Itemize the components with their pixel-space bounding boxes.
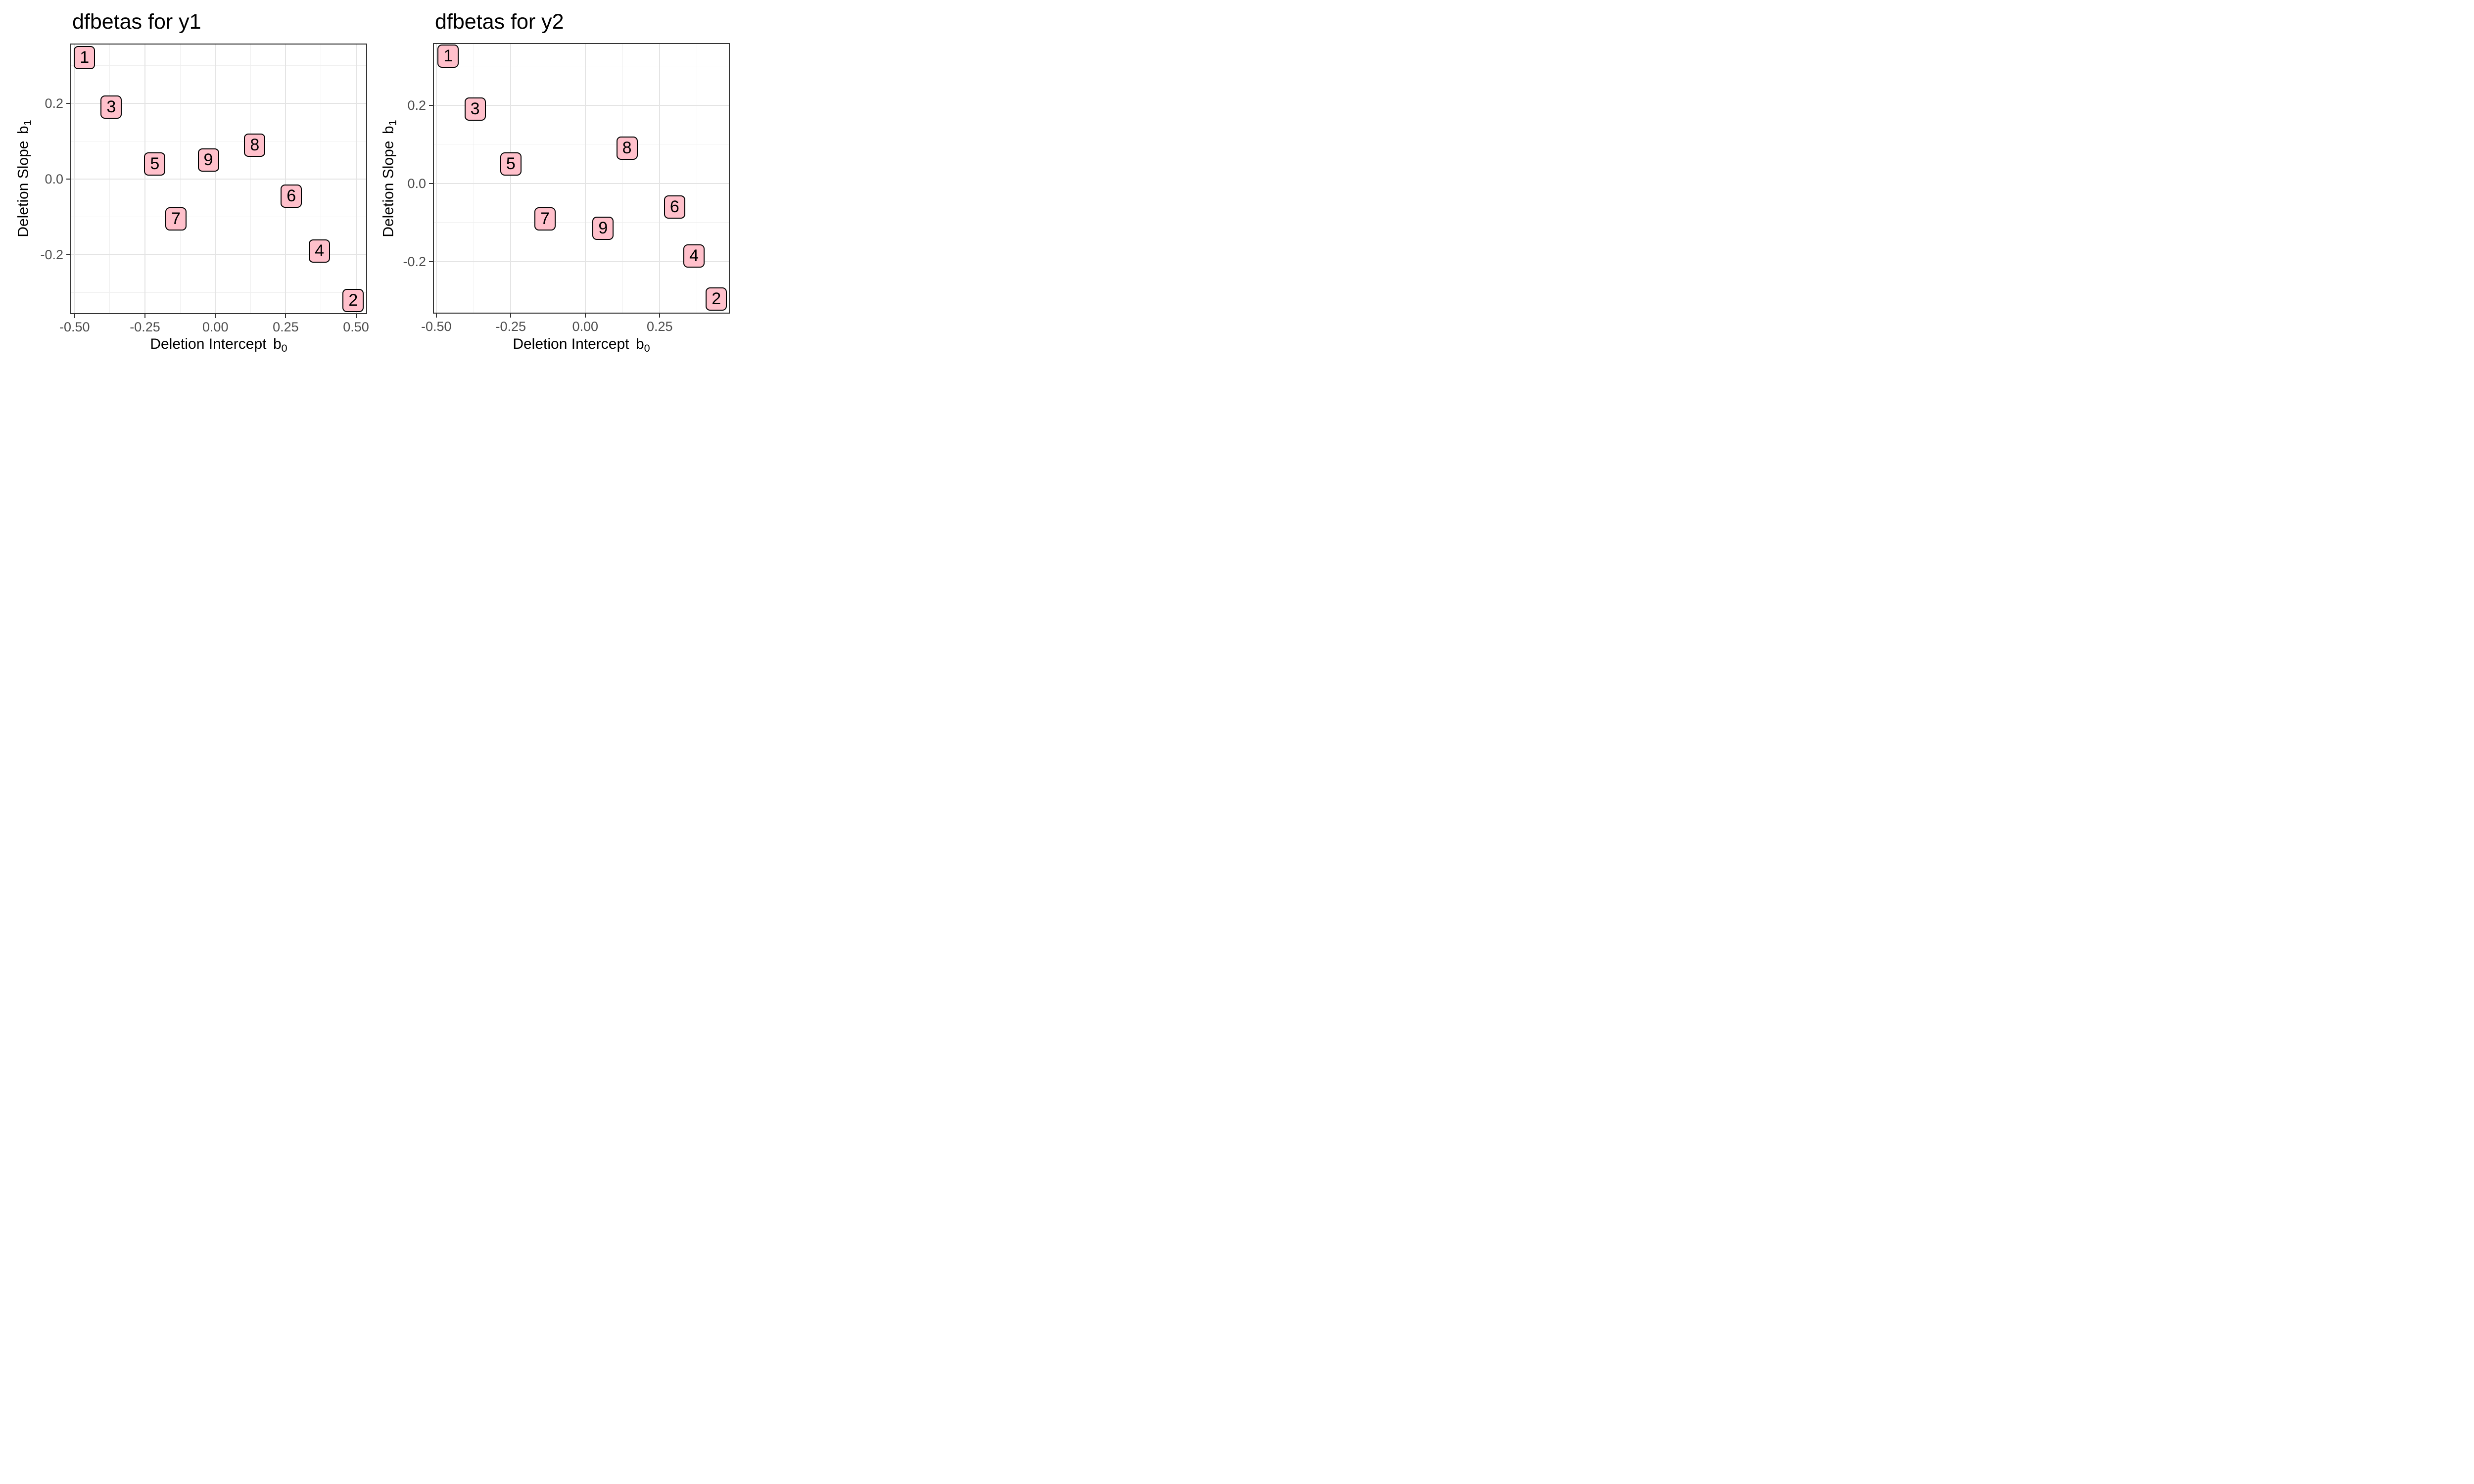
point-label-7: 7	[534, 207, 556, 231]
point-label-3: 3	[100, 95, 122, 119]
x-tick-label: 0.00	[202, 320, 229, 334]
y-axis-title-var: b	[15, 126, 32, 135]
gridline-y-major	[71, 254, 366, 256]
y-axis-title-subscript: 1	[21, 120, 34, 126]
gridline-x-major	[659, 44, 661, 313]
gridline-y-minor	[71, 65, 366, 66]
y-tick-label: 0.0	[407, 176, 426, 191]
x-tick-mark	[584, 314, 586, 318]
y-axis-title-subscript: 1	[386, 120, 399, 126]
x-tick-mark	[215, 314, 216, 318]
point-label-4: 4	[683, 244, 705, 268]
y-tick-label: 0.2	[45, 95, 63, 111]
x-tick-label: -0.50	[59, 320, 90, 334]
x-tick-label: 0.00	[572, 319, 599, 334]
y-tick-label: 0.2	[407, 97, 426, 113]
x-axis-title-y1: Deletion Intercept b0	[71, 336, 366, 355]
point-label-5: 5	[144, 152, 166, 176]
y-tick-mark	[66, 178, 70, 180]
x-tick-mark	[285, 314, 286, 318]
x-axis-title-subscript: 0	[281, 342, 287, 355]
x-tick-mark	[510, 314, 512, 318]
point-label-5: 5	[500, 152, 522, 176]
y-tick-mark	[429, 183, 433, 184]
x-tick-mark	[74, 314, 75, 318]
x-tick-label: 0.25	[273, 320, 299, 334]
point-label-6: 6	[664, 195, 685, 219]
x-tick-mark	[435, 314, 437, 318]
point-label-1: 1	[74, 46, 95, 70]
x-tick-mark	[355, 314, 357, 318]
point-label-8: 8	[616, 137, 638, 160]
point-label-2: 2	[706, 287, 727, 311]
y-tick-mark	[66, 102, 70, 104]
point-label-6: 6	[281, 184, 302, 208]
gridline-y-minor	[434, 222, 729, 223]
gridline-y-major	[71, 102, 366, 104]
gridline-x-major	[435, 44, 437, 313]
point-label-8: 8	[244, 133, 266, 157]
y-tick-label: 0.0	[45, 171, 63, 186]
x-tick-label: 0.50	[343, 320, 369, 334]
y-tick-mark	[429, 104, 433, 106]
plot-area-y2: 1 2 3 4 5 6 7 8 9	[433, 43, 730, 314]
x-tick-mark	[144, 314, 145, 318]
y-tick-mark	[429, 261, 433, 263]
x-axis-title-subscript: 0	[644, 342, 650, 355]
plot-title-y1: dfbetas for y1	[72, 10, 201, 34]
x-axis-title-var: b	[273, 336, 282, 352]
x-tick-label: 0.25	[647, 319, 673, 334]
y-axis-title-var: b	[380, 126, 397, 135]
y-tick-label: -0.2	[40, 247, 63, 263]
point-label-3: 3	[464, 97, 486, 121]
x-axis-title-text: Deletion Intercept	[150, 336, 267, 352]
point-label-1: 1	[437, 45, 459, 68]
gridline-y-major	[71, 178, 366, 180]
x-axis-title-y2: Deletion Intercept b0	[434, 336, 729, 355]
point-label-4: 4	[309, 239, 331, 263]
x-tick-mark	[659, 314, 661, 318]
y-tick-mark	[66, 254, 70, 256]
point-label-9: 9	[197, 148, 219, 172]
gridline-x-major	[584, 44, 586, 313]
plot-title-y2: dfbetas for y2	[435, 10, 564, 34]
point-label-7: 7	[165, 207, 187, 231]
x-tick-label: -0.25	[495, 319, 526, 334]
gridline-y-major	[434, 104, 729, 106]
gridline-y-major	[434, 183, 729, 184]
gridline-y-major	[434, 261, 729, 263]
x-tick-label: -0.50	[421, 319, 452, 334]
plot-area-y1: 1 2 3 4 5 6 7 8 9	[70, 44, 367, 314]
x-axis-title-text: Deletion Intercept	[513, 336, 629, 352]
gridline-x-major	[510, 44, 512, 313]
point-label-9: 9	[592, 217, 614, 240]
y-axis-title-text: Deletion Slope	[15, 140, 32, 237]
x-tick-label: -0.25	[130, 320, 160, 334]
point-label-2: 2	[342, 288, 364, 312]
gridline-y-minor	[71, 292, 366, 293]
gridline-x-minor	[622, 44, 623, 313]
y-tick-label: -0.2	[403, 254, 426, 270]
x-axis-title-var: b	[635, 336, 644, 352]
